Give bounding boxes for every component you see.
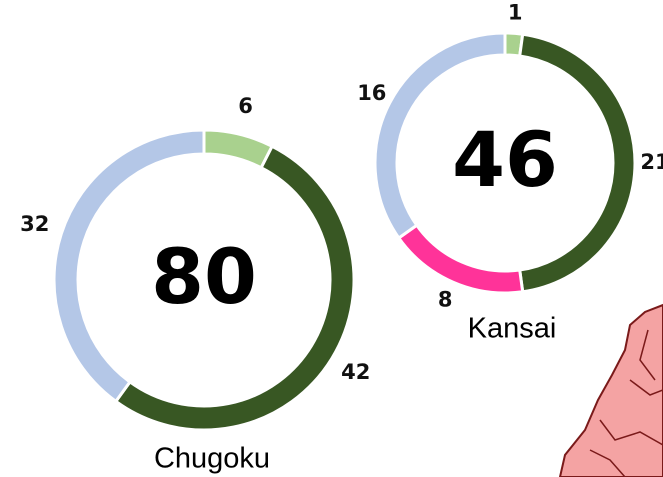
donut-segment bbox=[396, 223, 525, 295]
value-label: 16 bbox=[357, 81, 386, 105]
map bbox=[558, 303, 663, 477]
value-label: 21 bbox=[640, 150, 663, 174]
region-name: Kansai bbox=[468, 313, 557, 345]
value-label: 32 bbox=[20, 212, 49, 236]
value-label: 42 bbox=[341, 360, 370, 384]
donut-segment bbox=[373, 31, 507, 241]
total-label: 80 bbox=[151, 232, 257, 321]
value-label: 6 bbox=[238, 94, 253, 118]
donut-segment bbox=[52, 128, 206, 404]
value-label: 1 bbox=[508, 0, 523, 24]
total-label: 46 bbox=[452, 115, 558, 204]
donut-segment bbox=[202, 128, 275, 170]
region-name: Chugoku bbox=[154, 443, 270, 475]
value-label: 8 bbox=[438, 288, 453, 312]
